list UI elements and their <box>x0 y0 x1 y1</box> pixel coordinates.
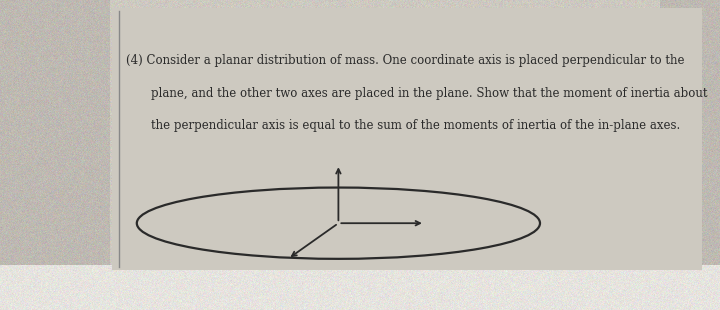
Text: (4) Consider a planar distribution of mass. One coordinate axis is placed perpen: (4) Consider a planar distribution of ma… <box>126 54 685 67</box>
Bar <box>112 8 702 270</box>
Text: the perpendicular axis is equal to the sum of the moments of inertia of the in-p: the perpendicular axis is equal to the s… <box>151 119 680 132</box>
Text: plane, and the other two axes are placed in the plane. Show that the moment of i: plane, and the other two axes are placed… <box>151 87 708 100</box>
